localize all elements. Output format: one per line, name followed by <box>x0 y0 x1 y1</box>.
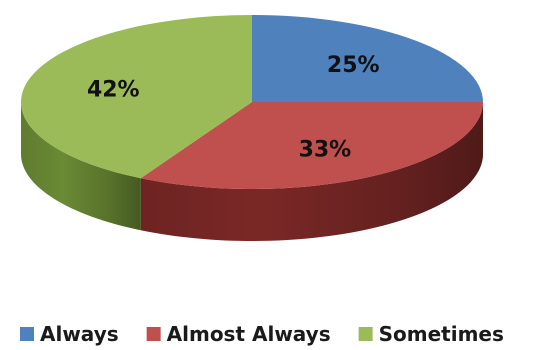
pie-side-shade-almost-always <box>140 102 484 242</box>
pie-slice-always <box>252 15 483 102</box>
legend-swatch-almost-always <box>146 327 161 341</box>
legend-label-sometimes: Sometimes <box>379 322 504 346</box>
legend-swatch-sometimes <box>358 327 373 341</box>
slice-label-sometimes: 42% <box>87 78 140 103</box>
pie-side-shade-sometimes <box>21 102 141 231</box>
pie-slice-almost-always <box>140 102 484 190</box>
legend-swatch-always <box>20 327 34 341</box>
pie-sides <box>21 102 484 242</box>
pie-tops <box>20 15 484 190</box>
slice-label-almost-always: 33% <box>299 137 352 162</box>
legend-label-always: Always <box>40 322 119 346</box>
legend-label-almost-always: Almost Always <box>167 322 331 346</box>
pie-slice-sometimes <box>20 15 253 179</box>
legend: Always Almost Always Sometimes <box>20 322 504 346</box>
slice-labels: 25% 33% 42% <box>87 53 380 163</box>
slice-label-always: 25% <box>327 53 380 78</box>
